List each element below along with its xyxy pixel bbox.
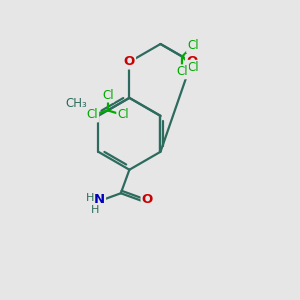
Text: H: H (91, 205, 99, 215)
Text: CH₃: CH₃ (66, 97, 88, 110)
Text: O: O (142, 194, 153, 206)
Text: Cl: Cl (87, 109, 98, 122)
Text: N: N (94, 193, 105, 206)
Text: Cl: Cl (187, 61, 199, 74)
Text: Cl: Cl (117, 109, 129, 122)
Text: O: O (186, 56, 197, 68)
Text: Cl: Cl (187, 39, 199, 52)
Text: H: H (85, 193, 94, 203)
Text: O: O (124, 56, 135, 68)
Text: Cl: Cl (102, 88, 113, 102)
Text: Cl: Cl (176, 65, 188, 78)
